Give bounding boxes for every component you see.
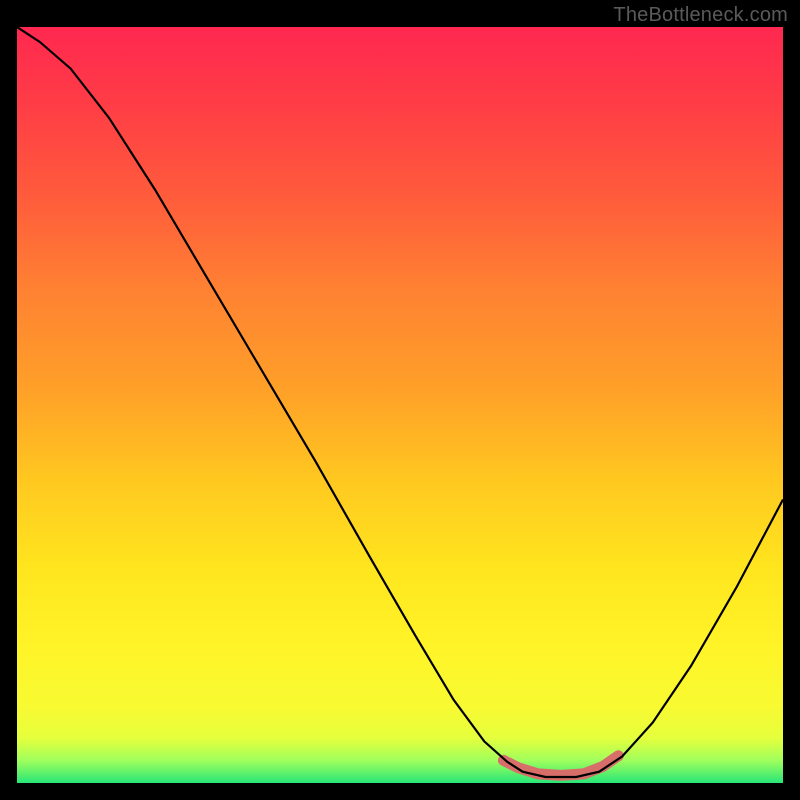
curve-layer (17, 27, 783, 783)
plot-area (17, 27, 783, 783)
attribution-text: TheBottleneck.com (613, 4, 788, 27)
trough-highlight (503, 756, 618, 776)
bottleneck-curve (17, 27, 783, 777)
